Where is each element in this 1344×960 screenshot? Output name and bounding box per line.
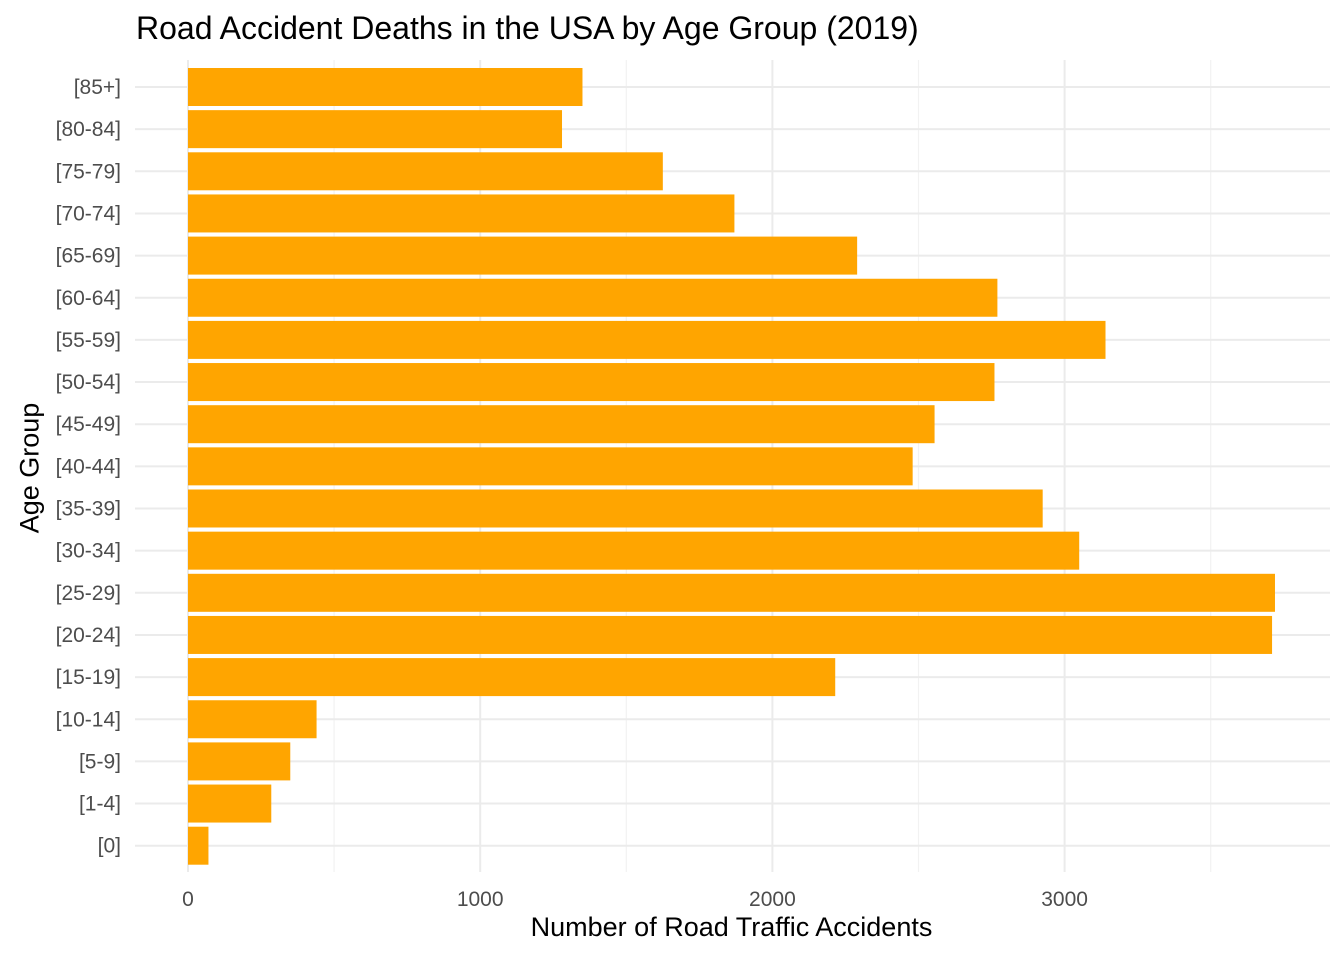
bar <box>188 615 1273 654</box>
bar <box>188 194 735 233</box>
x-tick-label: 1000 <box>457 888 504 911</box>
y-tick-label: [15-19] <box>56 666 121 689</box>
bar <box>188 700 317 739</box>
x-tick-label: 3000 <box>1041 888 1088 911</box>
chart-title: Road Accident Deaths in the USA by Age G… <box>136 10 919 46</box>
x-tick-label: 2000 <box>749 888 796 911</box>
x-axis-label: Number of Road Traffic Accidents <box>530 912 933 942</box>
y-tick-label: [40-44] <box>56 455 121 478</box>
y-tick-label: [70-74] <box>56 202 121 225</box>
bar <box>188 784 272 823</box>
bar <box>188 658 836 697</box>
y-tick-label: [30-34] <box>56 540 121 563</box>
bar <box>188 405 935 444</box>
y-tick-label: [85+] <box>74 76 121 99</box>
bar <box>188 236 858 275</box>
y-tick-label: [20-24] <box>56 624 121 647</box>
bar <box>188 447 913 486</box>
bar <box>188 278 998 317</box>
bar <box>188 320 1106 359</box>
bar <box>188 152 663 191</box>
bar <box>188 573 1275 612</box>
y-tick-label: [1-4] <box>79 793 121 816</box>
y-tick-label: [60-64] <box>56 287 121 310</box>
bars-layer <box>188 68 1275 865</box>
x-tick-labels: 0 1000 2000 3000 <box>182 888 1088 911</box>
bar <box>188 363 995 402</box>
bar <box>188 489 1043 528</box>
y-tick-label: [75-79] <box>56 160 121 183</box>
bar <box>188 68 583 106</box>
x-tick-label: 0 <box>182 888 194 911</box>
y-tick-labels: [0] [1-4] [5-9] [10-14] [15-19] [20-24] [25-29… <box>56 76 121 858</box>
y-tick-label: [45-49] <box>56 413 121 436</box>
y-tick-label: [35-39] <box>56 498 121 521</box>
bar <box>188 110 563 149</box>
y-tick-label: [65-69] <box>56 245 121 268</box>
y-tick-label: [5-9] <box>79 750 121 773</box>
bar <box>188 742 291 781</box>
y-tick-label: [80-84] <box>56 118 121 141</box>
y-tick-label: [50-54] <box>56 371 121 394</box>
y-axis-label: Age Group <box>14 402 45 534</box>
y-tick-label: [25-29] <box>56 582 121 605</box>
bar <box>188 826 209 865</box>
y-tick-label: [10-14] <box>56 708 121 731</box>
y-tick-label: [55-59] <box>56 329 121 352</box>
bar <box>188 531 1080 570</box>
y-tick-label: [0] <box>98 835 121 858</box>
